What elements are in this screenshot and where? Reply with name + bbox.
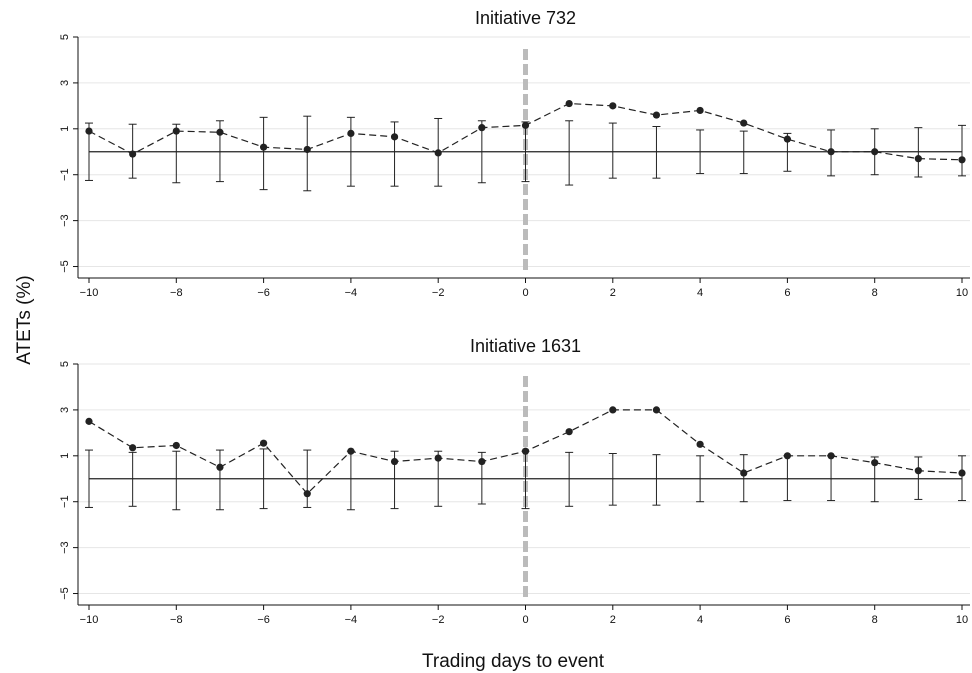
x-tick-label: 10 [956, 614, 968, 626]
y-tick-label: 3 [59, 80, 71, 86]
atet-point [652, 111, 661, 119]
atet-point [871, 148, 879, 156]
atet-point [871, 459, 879, 467]
x-tick-label: −10 [80, 287, 99, 299]
atet-point [740, 119, 748, 127]
x-tick-label: 2 [610, 287, 616, 299]
atet-point [390, 133, 399, 141]
x-axis-label: Trading days to event [422, 651, 605, 672]
chart-panel-2: Initiative 1631 −5 −3 −1 1 3 5 −10 −8 −6 −4 −2 0 2 4 6 8… [59, 336, 970, 626]
x-tick-label: −4 [345, 287, 358, 299]
x-tick-label: 0 [522, 287, 528, 299]
x-tick-label: 4 [697, 614, 703, 626]
x-tick-label: −2 [432, 287, 445, 299]
atet-point [85, 417, 93, 425]
atet-point [521, 121, 530, 129]
y-tick-label: −1 [59, 168, 71, 181]
panel-title: Initiative 732 [475, 8, 576, 28]
atet-point [609, 102, 617, 110]
atet-point [303, 490, 311, 498]
atet-point [783, 452, 792, 460]
y-tick-label: 1 [59, 126, 71, 132]
panel-title: Initiative 1631 [470, 336, 581, 356]
x-tick-label: −8 [170, 614, 183, 626]
atet-point [827, 452, 835, 460]
atet-point [521, 447, 530, 455]
x-tick-label: −6 [257, 614, 270, 626]
atet-point [260, 439, 268, 447]
x-tick-label: −2 [432, 614, 445, 626]
atet-point [172, 441, 180, 450]
atet-point [347, 447, 355, 455]
atet-point [85, 127, 93, 135]
atet-point [914, 155, 922, 163]
atet-point [783, 135, 792, 143]
atet-point [478, 457, 486, 466]
y-tick-label: 3 [59, 407, 71, 413]
chart-panel-1: Initiative 732 −5 −3 −1 1 3 5 −10 −8 −6 −4 −2 0 2 4 6 8 1… [59, 8, 970, 299]
y-tick-label: 5 [59, 361, 71, 367]
atet-point [958, 156, 966, 164]
x-tick-label: 6 [784, 614, 790, 626]
atet-point [565, 99, 573, 108]
x-tick-label: 6 [784, 287, 790, 299]
x-tick-label: 10 [956, 287, 968, 299]
atet-point [390, 457, 399, 466]
y-axis-label: ATETs (%) [14, 275, 35, 364]
y-tick-label: 5 [59, 34, 71, 40]
x-tick-label: 2 [610, 614, 616, 626]
atet-point [609, 406, 617, 414]
x-tick-label: 8 [872, 614, 878, 626]
atet-point [958, 469, 966, 477]
atet-point [652, 406, 661, 414]
x-tick-label: 8 [872, 287, 878, 299]
x-tick-label: 0 [522, 614, 528, 626]
atet-point [172, 127, 180, 135]
y-tick-label: −3 [59, 541, 71, 554]
atet-point [434, 454, 442, 462]
x-tick-label: −6 [257, 287, 270, 299]
atet-point [216, 128, 224, 136]
y-tick-label: −5 [59, 587, 71, 600]
y-tick-label: −1 [59, 495, 71, 508]
x-tick-label: 4 [697, 287, 703, 299]
atet-point [478, 124, 486, 132]
x-tick-label: −8 [170, 287, 183, 299]
atet-point [565, 428, 573, 436]
atet-point [914, 467, 922, 475]
atet-point [696, 106, 704, 115]
atet-point [347, 129, 355, 137]
x-tick-label: −4 [345, 614, 358, 626]
atet-point [260, 143, 268, 151]
atet-point [216, 463, 224, 471]
atet-point [303, 145, 311, 154]
y-tick-label: −5 [59, 260, 71, 273]
y-tick-label: 1 [59, 453, 71, 459]
atet-point [696, 440, 704, 448]
atet-point [827, 148, 835, 156]
atet-point [740, 469, 748, 477]
x-tick-label: −10 [80, 614, 99, 626]
y-tick-label: −3 [59, 214, 71, 227]
atet-point [129, 150, 137, 158]
atet-point [129, 444, 137, 452]
atet-point [434, 149, 442, 157]
